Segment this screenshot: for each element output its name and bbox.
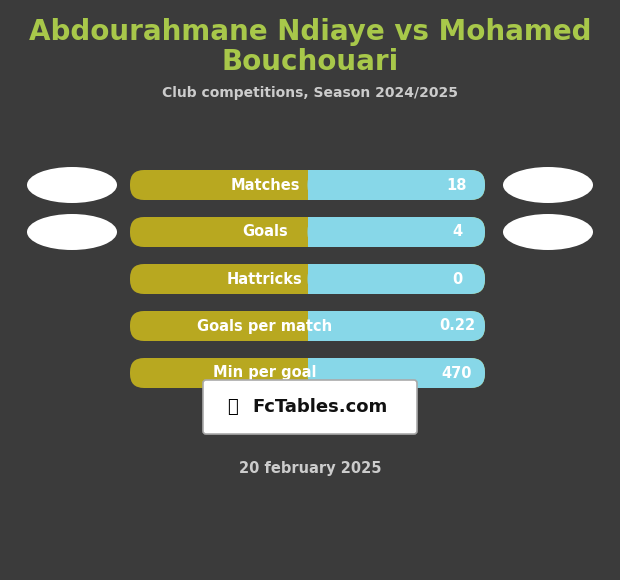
FancyBboxPatch shape: [203, 380, 417, 434]
Text: Hattricks: Hattricks: [227, 271, 303, 287]
Ellipse shape: [27, 214, 117, 250]
Text: 0: 0: [452, 271, 462, 287]
FancyBboxPatch shape: [308, 358, 485, 388]
Text: 20 february 2025: 20 february 2025: [239, 461, 381, 476]
Text: 4: 4: [452, 224, 462, 240]
FancyBboxPatch shape: [130, 264, 485, 294]
Text: Bouchouari: Bouchouari: [221, 48, 399, 76]
Text: FcTables.com: FcTables.com: [252, 398, 388, 416]
Bar: [308, 170, 326, 200]
Bar: [308, 217, 326, 247]
Text: Min per goal: Min per goal: [213, 365, 317, 380]
Text: 0.22: 0.22: [439, 318, 475, 333]
FancyBboxPatch shape: [308, 217, 485, 247]
Text: Goals per match: Goals per match: [197, 318, 332, 333]
FancyBboxPatch shape: [130, 170, 485, 200]
Ellipse shape: [503, 214, 593, 250]
Text: Goals: Goals: [242, 224, 288, 240]
Ellipse shape: [503, 167, 593, 203]
Text: Abdourahmane Ndiaye vs Mohamed: Abdourahmane Ndiaye vs Mohamed: [29, 18, 591, 46]
FancyBboxPatch shape: [130, 311, 485, 341]
FancyBboxPatch shape: [308, 170, 485, 200]
FancyBboxPatch shape: [130, 358, 485, 388]
Bar: [308, 311, 326, 341]
Bar: [308, 358, 326, 388]
Text: 18: 18: [447, 177, 467, 193]
Text: 470: 470: [441, 365, 472, 380]
FancyBboxPatch shape: [130, 217, 485, 247]
Text: Matches: Matches: [230, 177, 299, 193]
Ellipse shape: [27, 167, 117, 203]
Text: Club competitions, Season 2024/2025: Club competitions, Season 2024/2025: [162, 86, 458, 100]
Bar: [308, 264, 326, 294]
Text: 📊: 📊: [228, 398, 238, 416]
FancyBboxPatch shape: [308, 311, 485, 341]
FancyBboxPatch shape: [308, 264, 485, 294]
